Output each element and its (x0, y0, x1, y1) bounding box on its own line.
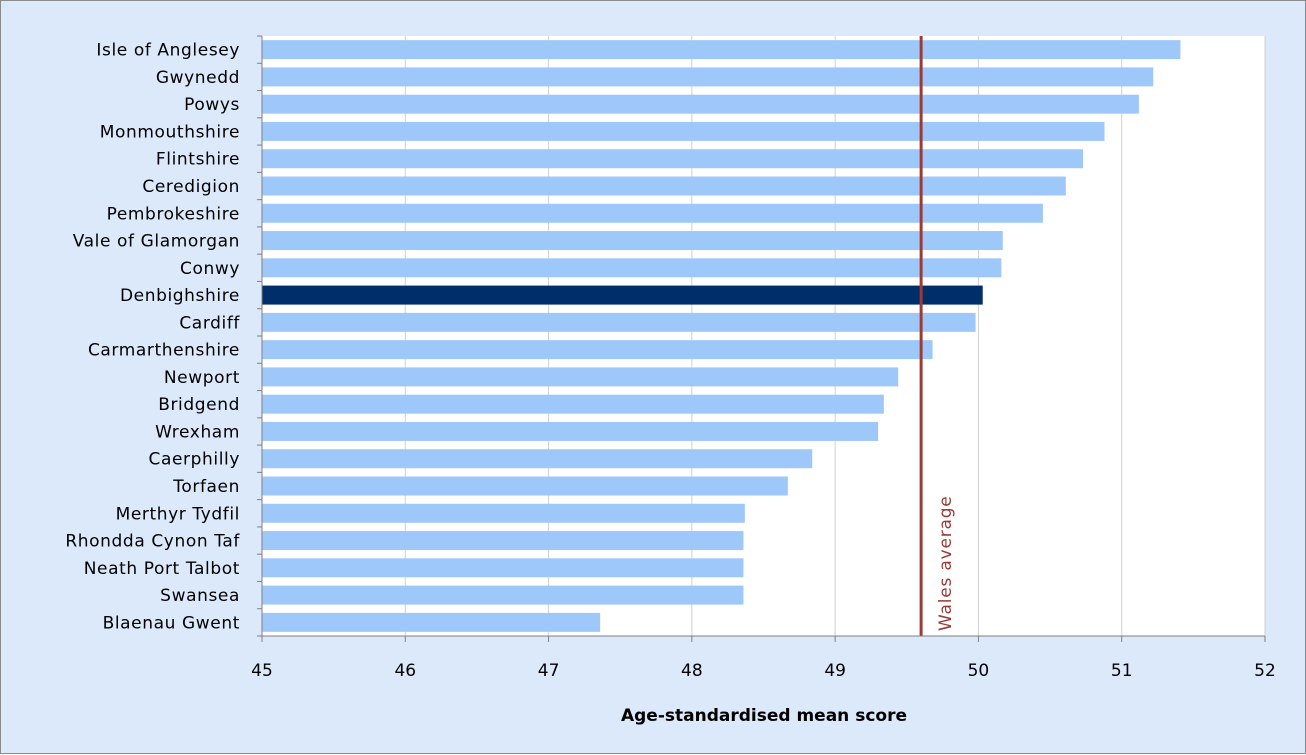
category-label-swansea: Swansea (160, 586, 240, 606)
bar-caerphilly (262, 449, 813, 469)
x-tick-labels: 45 46 47 48 49 50 51 52 (251, 661, 1276, 681)
category-label-pembrokeshire: Pembrokeshire (107, 204, 240, 224)
category-label-neath-port-talbot: Neath Port Talbot (84, 559, 240, 579)
bar-torfaen (262, 476, 788, 496)
category-label-flintshire: Flintshire (156, 150, 240, 170)
category-label-caerphilly: Caerphilly (148, 450, 240, 470)
bar-cardiff (262, 312, 976, 332)
bar-bridgend (262, 394, 884, 414)
x-axis-title: Age-standardised mean score (621, 706, 907, 726)
x-tick-label-50: 50 (968, 661, 990, 681)
category-label-gwynedd: Gwynedd (156, 68, 240, 88)
bar-denbighshire (262, 285, 983, 305)
category-label-vale-of-glamorgan: Vale of Glamorgan (73, 232, 240, 252)
category-label-carmarthenshire: Carmarthenshire (88, 341, 240, 361)
wales-average-label: Wales average (936, 495, 956, 631)
reference-line-group: Wales average (919, 36, 956, 636)
category-label-merthyr-tydfil: Merthyr Tydfil (116, 504, 240, 524)
bar-flintshire (262, 149, 1084, 169)
x-tick-label-52: 52 (1254, 661, 1276, 681)
category-label-isle-of-anglesey: Isle of Anglesey (96, 41, 240, 61)
bar-swansea (262, 585, 744, 605)
bar-newport (262, 367, 899, 387)
bar-pembrokeshire (262, 203, 1043, 223)
bar-wrexham (262, 421, 879, 441)
category-label-monmouthshire: Monmouthshire (100, 122, 240, 142)
bar-vale-of-glamorgan (262, 231, 1003, 251)
bar-powys (262, 94, 1139, 114)
x-tick-label-48: 48 (681, 661, 703, 681)
x-tick-label-47: 47 (538, 661, 560, 681)
bar-neath-port-talbot (262, 558, 744, 578)
bar-merthyr-tydfil (262, 503, 745, 523)
bar-conwy (262, 258, 1002, 278)
bar-isle-of-anglesey (262, 40, 1181, 60)
bar-carmarthenshire (262, 340, 933, 360)
bars (262, 40, 1181, 632)
x-tick-label-46: 46 (394, 661, 416, 681)
bar-monmouthshire (262, 121, 1105, 141)
category-label-powys: Powys (184, 95, 240, 115)
x-tick-label-45: 45 (251, 661, 273, 681)
x-tick-label-49: 49 (824, 661, 846, 681)
axes (257, 35, 1266, 642)
category-label-ceredigion: Ceredigion (142, 177, 240, 197)
category-label-denbighshire: Denbighshire (120, 286, 240, 306)
category-label-torfaen: Torfaen (172, 477, 240, 497)
x-tick-label-51: 51 (1111, 661, 1133, 681)
category-label-bridgend: Bridgend (158, 395, 240, 415)
bar-rhondda-cynon-taf (262, 531, 744, 551)
category-labels: Isle of Anglesey Gwynedd Powys Monmouthshir… (65, 41, 240, 634)
category-label-rhondda-cynon-taf: Rhondda Cynon Taf (65, 532, 240, 552)
bar-gwynedd (262, 67, 1154, 87)
bar-ceredigion (262, 176, 1066, 196)
category-label-blaenau-gwent: Blaenau Gwent (103, 613, 240, 633)
category-label-conwy: Conwy (180, 259, 240, 279)
category-label-cardiff: Cardiff (179, 313, 240, 333)
category-label-wrexham: Wrexham (155, 422, 240, 442)
category-label-newport: Newport (164, 368, 240, 388)
bar-blaenau-gwent (262, 612, 601, 632)
